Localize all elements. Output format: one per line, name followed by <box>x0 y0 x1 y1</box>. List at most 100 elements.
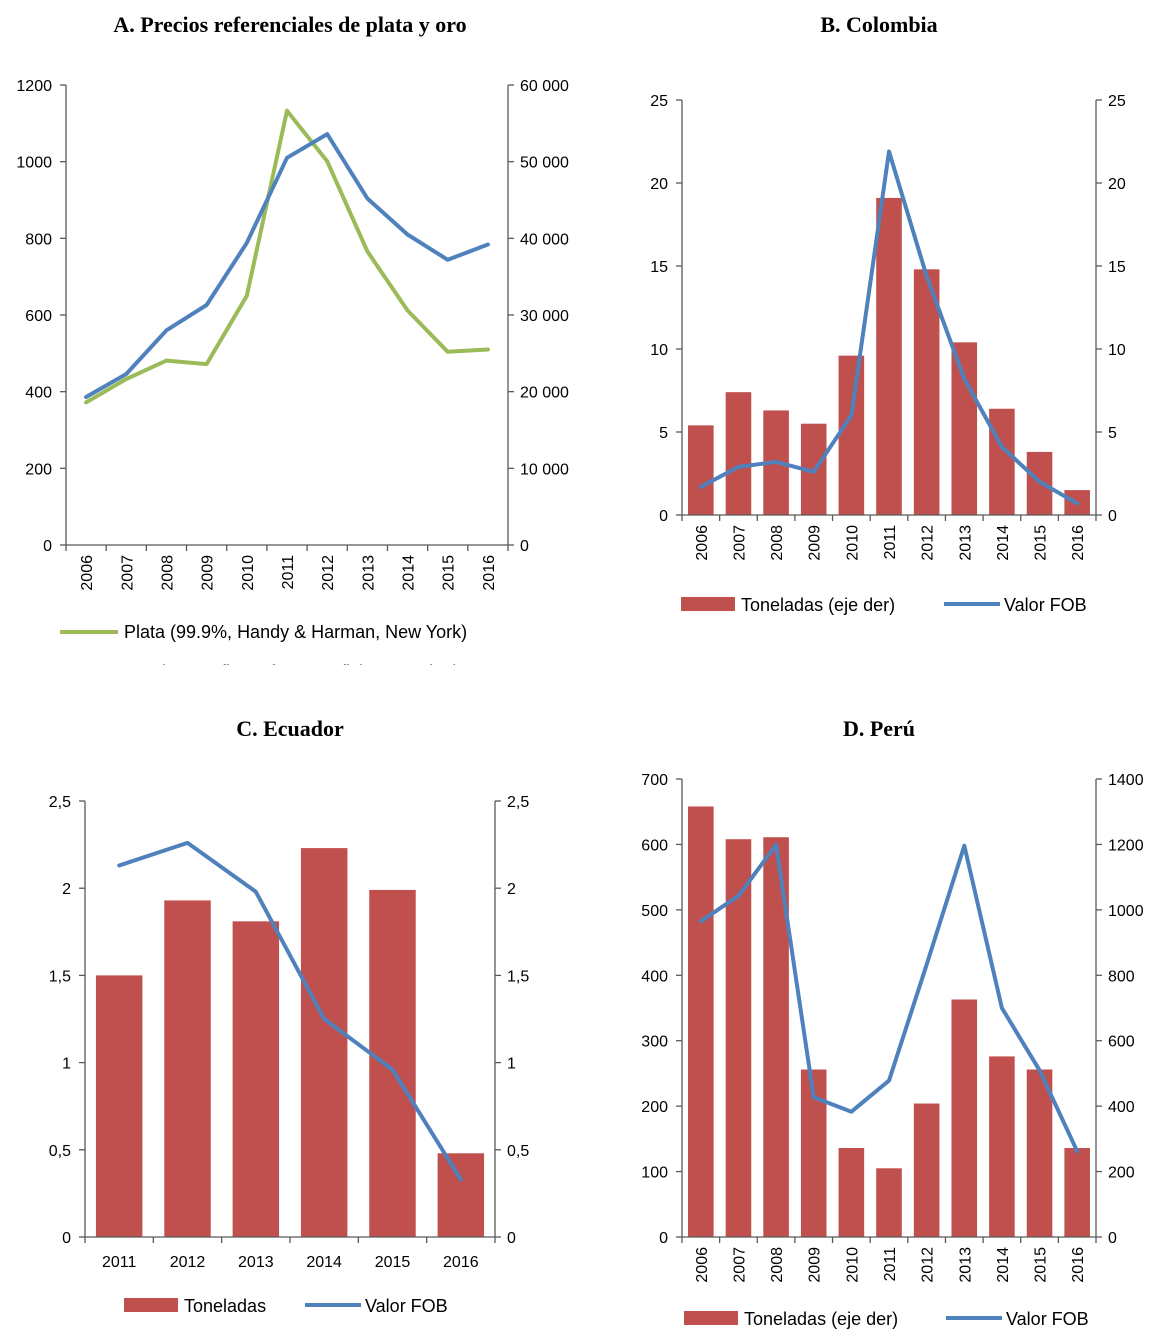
y-tick-label-right-d: 0 <box>1108 1230 1117 1247</box>
y-tick-label-left-b: 20 <box>650 176 668 193</box>
point-b-1-2010 <box>850 414 852 416</box>
x-tick-label-d-2015: 2015 <box>1033 1247 1050 1283</box>
series-line-a-1 <box>84 132 490 399</box>
chart-panel-b: B. Colombia 0 5 10 15 20 25 0 5 10 15 20 25 2006 2007… <box>576 0 1151 665</box>
point-d-1-2016 <box>1076 1150 1078 1152</box>
y-tick-label-left-c: 2 <box>62 881 71 898</box>
point-d-1-2014 <box>1001 1007 1003 1009</box>
x-tick-label-b-2006: 2006 <box>694 525 711 561</box>
y-tick-label-left-c: 0 <box>62 1230 71 1247</box>
point-a-1-2013 <box>366 197 368 199</box>
x-tick-label-d-2008: 2008 <box>769 1247 786 1283</box>
point-d-1-2011 <box>888 1080 890 1082</box>
y-tick-label-left-b: 25 <box>650 93 668 110</box>
chart-b-title: B. Colombia <box>820 12 937 37</box>
point-d-1-2006 <box>700 920 702 922</box>
y-tick-label-right-d: 1400 <box>1108 772 1144 789</box>
y-tick-label-right-d: 800 <box>1108 968 1135 985</box>
point-a-0-2015 <box>447 351 449 353</box>
chart-c-title: C. Ecuador <box>236 716 344 741</box>
chart-c-svg: C. Ecuador 0 0,5 1 1,5 2 2,5 0 0,5 1 1,5 2 2,5 2011 2… <box>49 716 530 1316</box>
legend-swatch-b-0 <box>681 597 735 611</box>
point-c-1-2012 <box>187 842 188 844</box>
bar-c-2012 <box>164 900 211 1237</box>
point-a-1-2015 <box>447 259 449 261</box>
legend-label-c-1: Valor FOB <box>365 1296 448 1316</box>
series-line-d-1 <box>698 842 1080 1154</box>
x-tick-label-a-2011: 2011 <box>280 555 297 590</box>
chart-b-svg: B. Colombia 0 5 10 15 20 25 0 5 10 15 20 25 2006 2007… <box>650 12 1126 615</box>
point-a-0-2014 <box>407 309 409 311</box>
x-tick-label-b-2010: 2010 <box>844 525 861 561</box>
y-tick-label-left-d: 0 <box>659 1230 668 1247</box>
x-tick-label-b-2008: 2008 <box>769 525 786 561</box>
x-tick-label-b-2015: 2015 <box>1033 525 1050 561</box>
legend-label-b-0: Toneladas (eje der) <box>741 595 895 615</box>
bar-d-2007 <box>725 839 752 1237</box>
x-tick-label-b-2007: 2007 <box>731 525 748 561</box>
x-tick-label-d-2011: 2011 <box>882 1247 899 1282</box>
y-tick-label-left-d: 500 <box>641 903 668 920</box>
point-c-1-2013 <box>255 891 257 893</box>
legend-swatch-c-0 <box>124 1298 178 1312</box>
point-b-1-2009 <box>813 471 815 473</box>
x-tick-label-a-2015: 2015 <box>441 555 458 591</box>
y-tick-label-left-b: 15 <box>650 259 668 276</box>
point-a-1-2010 <box>246 242 248 244</box>
legend-label-d-1: Valor FOB <box>1006 1309 1089 1329</box>
y-tick-label-left-c: 1,5 <box>49 968 71 985</box>
point-b-1-2015 <box>1039 481 1041 483</box>
y-tick-label-left-a: 800 <box>25 231 52 248</box>
y-tick-label-left-a: 200 <box>25 461 52 478</box>
bar-b-2014 <box>989 408 1015 515</box>
chart-d-plot: 0 100 200 300 400 500 600 700 0 200 400 600 800 1000 1… <box>641 772 1143 1329</box>
bar-c-2015 <box>369 889 416 1237</box>
y-tick-label-right-b: 5 <box>1108 425 1117 442</box>
bar-b-2012 <box>913 269 940 515</box>
y-tick-label-right-c: 2 <box>507 881 516 898</box>
bar-d-2006 <box>688 806 714 1237</box>
bar-d-2011 <box>876 1168 902 1237</box>
point-b-1-2013 <box>963 378 965 380</box>
x-tick-label-a-2012: 2012 <box>320 555 337 591</box>
series-line-c-1 <box>117 840 463 1182</box>
bar-d-2016 <box>1064 1148 1090 1237</box>
chart-panel-d: D. Perú 0 100 200 300 400 500 600 700 0 200 400 600… <box>576 665 1151 1330</box>
point-a-0-2012 <box>326 160 328 162</box>
y-tick-label-right-b: 20 <box>1108 176 1126 193</box>
point-a-0-2008 <box>165 360 167 362</box>
x-tick-label-c-2011: 2011 <box>102 1254 137 1271</box>
point-c-1-2015 <box>392 1069 393 1071</box>
x-tick-label-a-2006: 2006 <box>79 555 96 591</box>
y-tick-label-left-d: 400 <box>641 968 668 985</box>
bar-c-2011 <box>95 975 143 1237</box>
x-tick-label-d-2014: 2014 <box>995 1247 1012 1283</box>
bar-c-2013 <box>232 921 280 1237</box>
x-tick-label-c-2012: 2012 <box>170 1254 206 1271</box>
x-tick-label-a-2013: 2013 <box>360 555 377 591</box>
point-a-1-2008 <box>165 329 167 331</box>
legend-swatch-d-0 <box>684 1311 738 1325</box>
legend-label-d-0: Toneladas (eje der) <box>744 1309 898 1329</box>
chart-panel-c: C. Ecuador 0 0,5 1 1,5 2 2,5 0 0,5 1 1,5 2 2,5 2011 2… <box>0 665 575 1330</box>
y-tick-label-right-d: 400 <box>1108 1099 1135 1116</box>
point-b-1-2008 <box>775 461 777 463</box>
x-tick-label-b-2013: 2013 <box>957 525 974 561</box>
chart-c-plot: 0 0,5 1 1,5 2 2,5 0 0,5 1 1,5 2 2,5 2011 2012 2013 2014… <box>49 794 530 1316</box>
point-a-1-2016 <box>487 243 489 245</box>
legend-label-b-1: Valor FOB <box>1004 595 1087 615</box>
bar-b-2011 <box>876 197 902 515</box>
x-tick-label-c-2014: 2014 <box>306 1254 342 1271</box>
y-tick-label-right-d: 600 <box>1108 1034 1135 1051</box>
point-a-0-2016 <box>487 349 489 350</box>
chart-a-plot: 0 200 400 600 800 1000 1200 0 10 000 20 000 30 000… <box>16 78 569 665</box>
point-a-1-2012 <box>326 133 328 135</box>
point-b-1-2011 <box>888 150 890 152</box>
point-d-1-2009 <box>813 1096 815 1098</box>
x-tick-label-a-2010: 2010 <box>240 555 257 591</box>
y-tick-label-left-b: 0 <box>659 508 668 525</box>
legend-label-c-0: Toneladas <box>184 1296 266 1316</box>
bar-d-2015 <box>1026 1069 1053 1237</box>
point-a-0-2009 <box>206 363 208 365</box>
x-tick-label-d-2006: 2006 <box>694 1247 711 1283</box>
